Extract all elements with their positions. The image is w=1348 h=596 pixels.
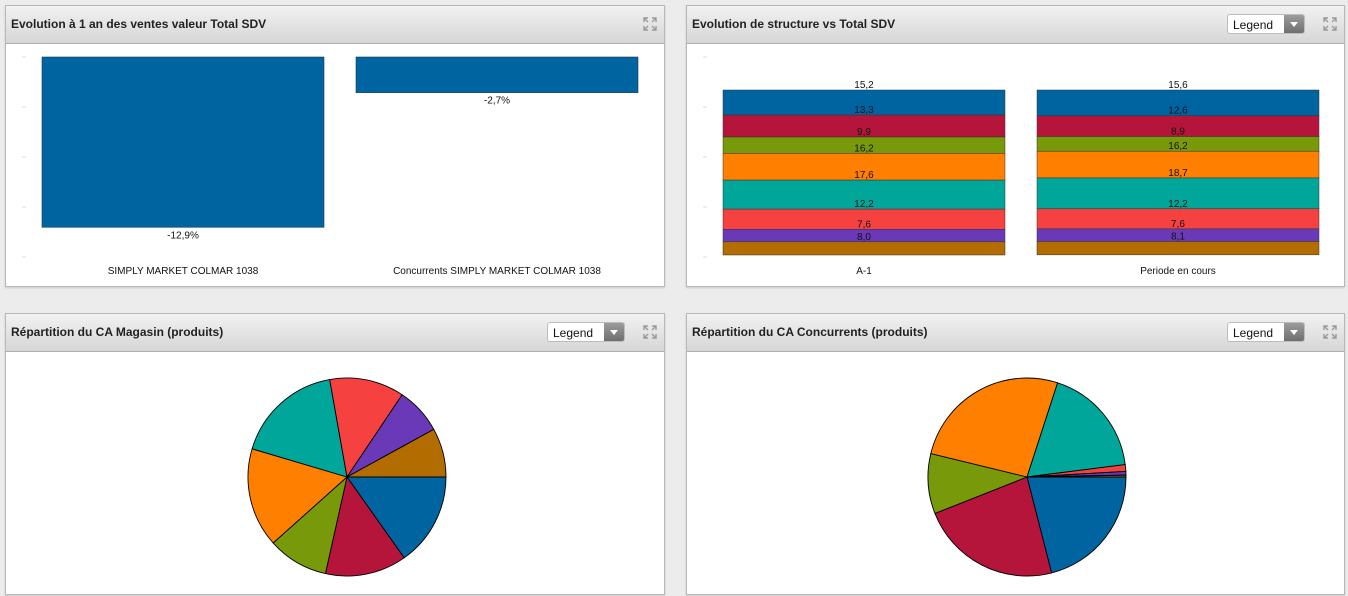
expand-icon[interactable] bbox=[1322, 324, 1338, 340]
panel-title: Répartition du CA Concurrents (produits) bbox=[692, 325, 928, 339]
x-tick-label: Periode en cours bbox=[1140, 266, 1216, 277]
stack-segment bbox=[722, 89, 1006, 116]
structure-panel: Evolution de structure vs Total SDV Lege… bbox=[686, 5, 1345, 287]
pie-slice bbox=[346, 428, 447, 478]
chevron-down-icon bbox=[1284, 323, 1304, 341]
x-tick-label: SIMPLY MARKET COLMAR 1038 bbox=[108, 266, 259, 277]
x-tick-label: Concurrents SIMPLY MARKET COLMAR 1038 bbox=[393, 266, 601, 277]
sales-evolution-panel: Evolution à 1 an des ventes valeur Total… bbox=[5, 5, 665, 287]
pie-slice bbox=[251, 379, 348, 478]
panel-header: Répartition du CA Magasin (produits) Leg… bbox=[6, 314, 664, 352]
segment-data-label: 12,2 bbox=[1168, 199, 1188, 210]
pie-slice bbox=[346, 476, 447, 559]
segment-data-label: 8,0 bbox=[857, 232, 871, 243]
segment-data-label: 13,3 bbox=[854, 105, 874, 116]
pie-slice bbox=[1026, 382, 1126, 478]
segment-data-label: 9,9 bbox=[857, 127, 871, 138]
segment-data-label: 7,6 bbox=[857, 219, 871, 230]
sales-evolution-chart: -12,9% SIMPLY MARKET COLMAR 1038 -2,7% Conc… bbox=[22, 56, 639, 277]
segment-data-label: 12,2 bbox=[854, 199, 874, 210]
chevron-down-icon bbox=[604, 323, 624, 341]
pie-slice bbox=[329, 377, 403, 479]
legend-dropdown-label: Legend bbox=[1233, 18, 1274, 32]
stack-segment bbox=[1036, 241, 1320, 256]
segment-data-label: 17,6 bbox=[854, 170, 874, 181]
pie-slice bbox=[247, 448, 348, 544]
competitors-pie-chart bbox=[927, 377, 1127, 577]
expand-icon[interactable] bbox=[642, 324, 658, 340]
structure-chart: 15,2 13,3 9,9 16,2 17,6 12,2 7,6 8,0 A-1 15,6 12,6… bbox=[703, 56, 1320, 277]
expand-icon[interactable] bbox=[1322, 16, 1338, 32]
legend-dropdown-label: Legend bbox=[553, 326, 594, 340]
store-pie-panel: Répartition du CA Magasin (produits) Leg… bbox=[5, 313, 665, 595]
pie-slice bbox=[930, 377, 1059, 478]
segment-data-label: 16,2 bbox=[854, 143, 874, 154]
panel-header: Répartition du CA Concurrents (produits)… bbox=[687, 314, 1344, 352]
stack-segment bbox=[1036, 177, 1320, 210]
segment-data-label: 8,1 bbox=[1171, 231, 1185, 242]
segment-data-label: 16,2 bbox=[1168, 141, 1188, 152]
segment-data-label: 12,6 bbox=[1168, 106, 1188, 117]
chevron-down-icon bbox=[1284, 15, 1304, 33]
bar-data-label: -2,7% bbox=[484, 96, 510, 107]
pie-slice bbox=[934, 476, 1053, 577]
competitors-pie-panel: Répartition du CA Concurrents (produits)… bbox=[686, 313, 1345, 595]
panel-header: Evolution à 1 an des ventes valeur Total… bbox=[6, 6, 664, 44]
x-tick-label: A-1 bbox=[856, 266, 872, 277]
segment-data-label: 15,6 bbox=[1168, 80, 1188, 91]
segment-data-label: 18,7 bbox=[1168, 168, 1188, 179]
stack-segment bbox=[1036, 89, 1320, 116]
bar-data-label: -12,9% bbox=[167, 230, 199, 241]
expand-icon[interactable] bbox=[642, 16, 658, 32]
stack-segment bbox=[1036, 150, 1320, 179]
panel-title: Evolution de structure vs Total SDV bbox=[692, 17, 896, 31]
pie-slice bbox=[1026, 474, 1127, 478]
pie-slice bbox=[1026, 476, 1127, 574]
panel-title: Répartition du CA Magasin (produits) bbox=[11, 325, 224, 339]
legend-dropdown[interactable]: Legend bbox=[1227, 14, 1305, 34]
legend-dropdown[interactable]: Legend bbox=[1227, 322, 1305, 342]
segment-data-label: 8,9 bbox=[1171, 127, 1185, 138]
bar bbox=[41, 56, 325, 228]
bar bbox=[355, 56, 639, 93]
panel-title: Evolution à 1 an des ventes valeur Total… bbox=[11, 17, 267, 31]
legend-dropdown[interactable]: Legend bbox=[547, 322, 625, 342]
pie-slice bbox=[324, 475, 405, 577]
legend-dropdown-label: Legend bbox=[1233, 326, 1274, 340]
store-pie-chart bbox=[247, 377, 447, 577]
stack-segment bbox=[722, 241, 1006, 256]
panel-header: Evolution de structure vs Total SDV Lege… bbox=[687, 6, 1344, 44]
segment-data-label: 7,6 bbox=[1171, 219, 1185, 230]
segment-data-label: 15,2 bbox=[854, 80, 874, 91]
